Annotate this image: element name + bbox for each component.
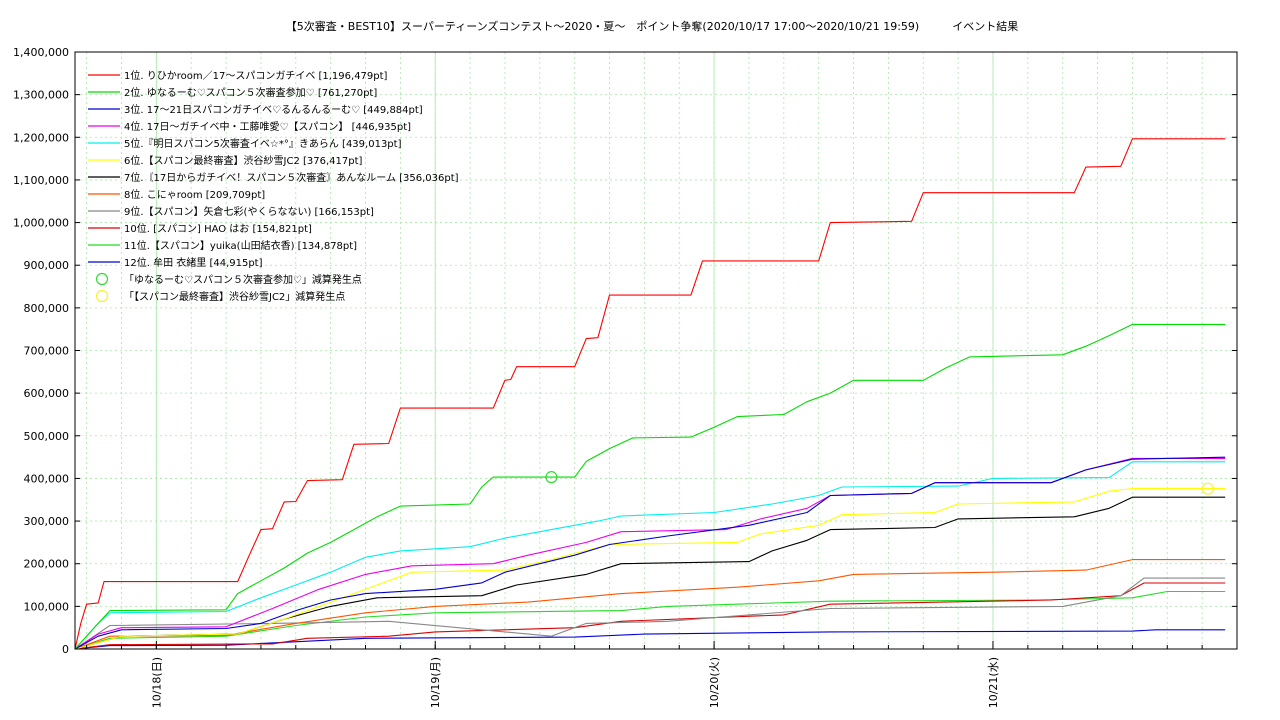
y-tick-label: 200,000	[24, 558, 70, 571]
legend-marker-swatch	[95, 272, 109, 286]
legend-label: 12位. 牟田 衣緒里 [44,915pt]	[124, 256, 263, 269]
deduction-markers	[545, 471, 1215, 495]
series-line-8	[74, 559, 1226, 650]
legend-label: 10位. [スパコン] HAO はお [154,821pt]	[124, 222, 312, 235]
y-tick-label: 100,000	[24, 600, 70, 613]
y-tick-label: 0	[62, 643, 69, 656]
x-tick-label: 10/18(日)	[150, 657, 163, 708]
legend-marker-swatch	[95, 289, 109, 303]
y-tick-label: 1,300,000	[13, 89, 69, 102]
series-line-3	[74, 456, 1226, 650]
legend-label: 4位. 17日〜ガチイベ中・工藤唯愛♡【スパコン】 [446,935pt]	[124, 120, 411, 133]
x-tick-label: 10/20(火)	[708, 657, 721, 708]
y-tick-label: 500,000	[24, 430, 70, 443]
legend-label: 「ゆなるーむ♡スパコン５次審査参加♡」減算発生点	[124, 273, 362, 286]
legend-label: 9位.【スパコン】矢倉七彩(やくらなない) [166,153pt]	[124, 205, 374, 218]
deduction-marker-2	[1201, 482, 1215, 495]
series-line-2	[74, 323, 1226, 650]
legend-label: 1位. りひかroom／17〜スパコンガチイベ [1,196,479pt]	[124, 69, 388, 82]
axes: 0 100,000 200,000 300,000 400,000 500,000 600,…	[13, 46, 1237, 708]
y-tick-label: 600,000	[24, 387, 70, 400]
legend-label: 3位. 17〜21日スパコンガチイベ♡るんるんるーむ♡ [449,884pt]	[124, 103, 423, 116]
series-line-9	[74, 577, 1226, 650]
y-tick-label: 1,400,000	[13, 46, 69, 59]
y-tick-label: 300,000	[24, 515, 70, 528]
y-tick-label: 1,100,000	[13, 174, 69, 187]
series-line-5	[74, 461, 1226, 650]
legend-label: 6位.【スパコン最終審査】渋谷紗雪JC2 [376,417pt]	[124, 154, 363, 167]
series-line-7	[74, 496, 1226, 650]
legend: 1位. りひかroom／17〜スパコンガチイベ [1,196,479pt] 2位.…	[88, 69, 459, 303]
chart-title: 【5次審査・BEST10】スーパーティーンズコンテスト〜2020・夏〜 ポイント…	[286, 19, 1018, 33]
x-tick-label: 10/19(月)	[429, 657, 442, 708]
legend-label: 2位. ゆなるーむ♡スパコン５次審査参加♡ [761,270pt]	[124, 86, 377, 99]
series-line-11	[74, 590, 1226, 650]
legend-label: 8位. こにゃroom [209,709pt]	[124, 188, 265, 201]
legend-label: 5位.『明日スパコン5次審査イベ☆*°』きあらん [439,013pt]	[124, 137, 402, 150]
x-tick-label: 10/21(水)	[987, 657, 1000, 708]
deduction-marker-1	[545, 471, 558, 484]
y-tick-label: 1,000,000	[13, 217, 69, 230]
y-tick-label: 700,000	[24, 345, 70, 358]
y-tick-label: 800,000	[24, 302, 70, 315]
y-tick-label: 400,000	[24, 472, 70, 485]
series-line-6	[74, 487, 1226, 650]
series-lines	[74, 138, 1226, 650]
y-tick-label: 1,200,000	[13, 131, 69, 144]
series-line-1	[74, 138, 1226, 650]
series-line-10	[74, 582, 1226, 650]
legend-label: 7位.〘17日からガチイベ！スパコン５次審査〙あんなルーム [356,036pt…	[124, 171, 459, 184]
legend-label: 11位.【スパコン】yuika(山田結衣香) [134,878pt]	[124, 239, 357, 252]
y-tick-label: 900,000	[24, 259, 70, 272]
legend-label: 「【スパコン最終審査】渋谷紗雪JC2」減算発生点	[124, 290, 345, 303]
series-line-12	[74, 629, 1226, 650]
